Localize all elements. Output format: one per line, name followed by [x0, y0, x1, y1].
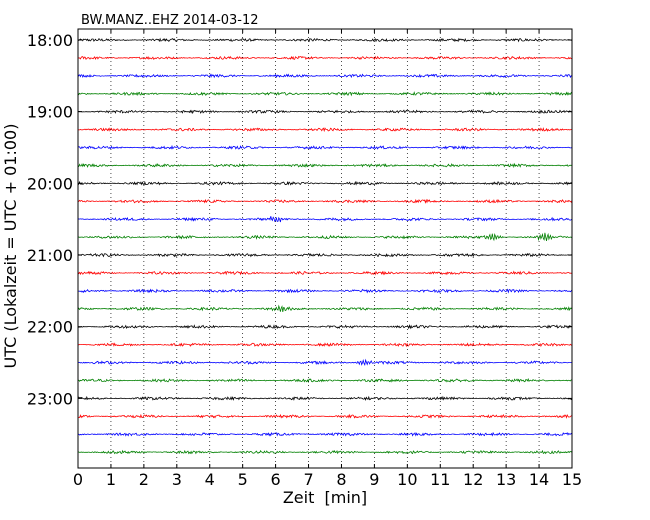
seismic-trace-2300	[77, 395, 573, 401]
x-tick-label: 8	[336, 470, 346, 489]
x-tick-label: 4	[205, 470, 215, 489]
x-tick-label: 13	[496, 470, 516, 489]
seismic-trace-2015	[77, 198, 573, 204]
x-tick-label: 15	[562, 470, 582, 489]
seismic-trace-2315	[77, 413, 573, 419]
seismic-trace-1830	[77, 73, 573, 79]
seismic-trace-2215	[77, 342, 573, 348]
seismic-trace-1915	[77, 127, 572, 133]
x-tick-label: 3	[172, 470, 182, 489]
seismic-trace-1815	[77, 55, 573, 61]
x-tick-label: 14	[529, 470, 549, 489]
seismic-trace-2230	[77, 358, 573, 367]
x-tick-label: 6	[271, 470, 281, 489]
x-tick-label: 7	[303, 470, 313, 489]
x-axis-ticks: 0 1 2 3 4 5 6 7 8 9 10 11 12 13 14 15	[73, 29, 582, 489]
seismogram-traces	[77, 37, 573, 455]
x-tick-label: 2	[139, 470, 149, 489]
seismic-trace-1900	[77, 109, 573, 115]
seismic-trace-1945	[77, 162, 572, 169]
y-tick-label: 21:00	[27, 246, 73, 265]
seismic-trace-1845	[77, 91, 573, 97]
y-axis-ticks: 18:00 19:00 20:00 21:00 22:00 23:00	[27, 31, 572, 408]
seismic-trace-2200	[77, 323, 573, 330]
y-tick-label: 22:00	[27, 318, 73, 337]
x-tick-label: 5	[238, 470, 248, 489]
seismic-trace-2330	[77, 431, 573, 437]
x-tick-label: 11	[430, 470, 450, 489]
y-tick-label: 20:00	[27, 174, 73, 193]
seismic-trace-1800	[77, 37, 573, 43]
seismic-trace-2245	[77, 378, 573, 384]
seismic-trace-1930	[77, 144, 573, 150]
seismic-trace-2030	[77, 216, 573, 223]
minute-gridlines	[110, 29, 540, 468]
x-tick-label: 1	[106, 470, 116, 489]
plot-frame	[77, 28, 573, 469]
seismic-trace-2145	[77, 304, 573, 312]
seismic-trace-2100	[77, 252, 572, 258]
y-axis-label: UTC (Lokalzeit = UTC + 01:00)	[1, 124, 20, 369]
y-tick-label: 23:00	[27, 389, 73, 408]
seismic-trace-2000	[77, 180, 573, 186]
seismic-trace-2345	[77, 449, 573, 455]
x-axis-label: Zeit [min]	[283, 488, 367, 507]
seismic-trace-2130	[78, 288, 573, 294]
seismic-trace-2045	[77, 232, 573, 242]
x-tick-label: 10	[397, 470, 417, 489]
x-tick-label: 9	[369, 470, 379, 489]
x-tick-label: 0	[73, 470, 83, 489]
y-tick-label: 18:00	[27, 31, 73, 50]
chart-title: BW.MANZ..EHZ 2014-03-12	[81, 13, 259, 28]
seismic-trace-2115	[77, 270, 573, 276]
x-tick-label: 12	[463, 470, 483, 489]
y-tick-label: 19:00	[27, 103, 73, 122]
